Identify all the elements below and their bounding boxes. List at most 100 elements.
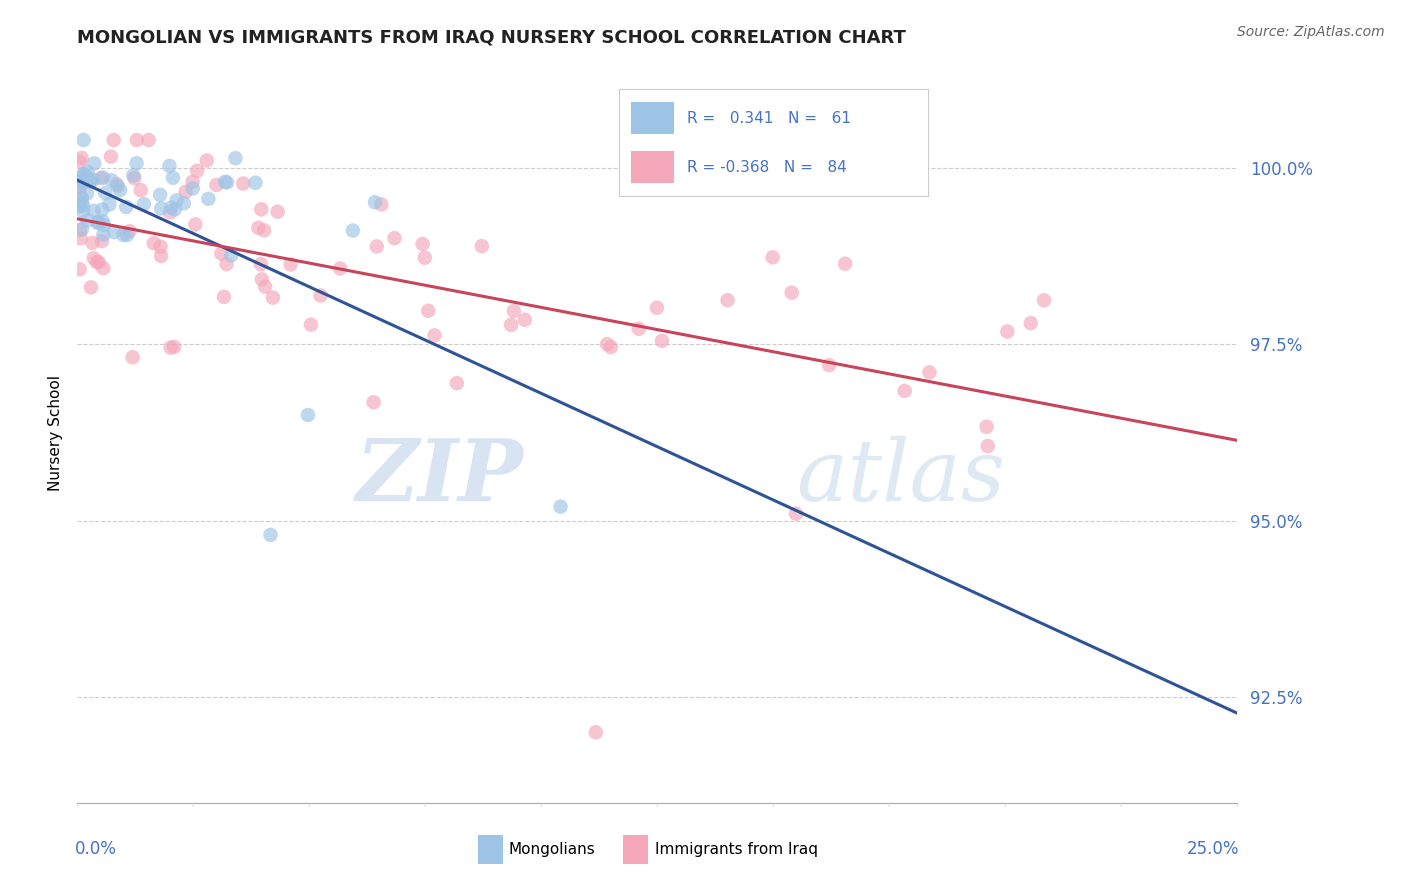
Point (69, 223, 91, 237)
Point (596, 337, 619, 351)
Point (69, 176, 91, 190)
Y-axis label: Nursery School: Nursery School (48, 375, 63, 491)
Point (159, 159, 181, 173)
Point (370, 197, 392, 211)
Point (72, 133, 94, 147)
Point (918, 365, 941, 379)
Point (69, 181, 91, 195)
Point (253, 223, 276, 237)
Text: Source: ZipAtlas.com: Source: ZipAtlas.com (1237, 25, 1385, 39)
Text: ZIP: ZIP (356, 435, 524, 519)
Point (91, 170, 114, 185)
Point (197, 192, 219, 206)
Point (209, 246, 232, 260)
Point (262, 291, 284, 305)
Bar (623, 836, 648, 863)
Point (366, 239, 388, 253)
Point (118, 224, 141, 238)
Text: atlas: atlas (796, 435, 1005, 518)
Point (125, 133, 148, 147)
Point (627, 322, 650, 336)
Point (716, 293, 738, 308)
Point (122, 169, 145, 183)
Point (91, 202, 114, 217)
Point (893, 384, 915, 398)
Text: 25.0%: 25.0% (1187, 840, 1240, 858)
Point (150, 202, 173, 216)
Point (232, 177, 254, 191)
Point (70, 196, 93, 211)
Point (174, 185, 197, 199)
Point (181, 181, 204, 195)
Point (98, 197, 121, 211)
Point (69, 262, 91, 277)
Point (72, 198, 94, 212)
Point (108, 183, 131, 197)
Point (132, 197, 155, 211)
Point (212, 290, 235, 304)
Point (76, 164, 98, 178)
Point (93, 218, 115, 232)
Point (195, 153, 218, 168)
Point (115, 200, 138, 214)
Point (83, 156, 105, 170)
Point (342, 223, 364, 237)
Point (86, 255, 108, 269)
Point (103, 133, 125, 147)
Point (217, 176, 239, 190)
Point (69, 154, 91, 169)
Point (266, 204, 288, 219)
Point (834, 257, 856, 271)
Point (550, 500, 572, 514)
Point (125, 156, 148, 170)
Point (513, 312, 536, 326)
Point (72, 169, 94, 183)
Bar (478, 836, 503, 863)
Point (70, 190, 93, 204)
Point (86, 216, 108, 230)
Point (250, 257, 273, 271)
Point (412, 237, 434, 252)
Point (163, 340, 186, 354)
Point (82, 173, 104, 187)
Point (72, 204, 94, 219)
Point (79, 174, 101, 188)
Point (94, 186, 117, 200)
Text: MONGOLIAN VS IMMIGRANTS FROM IRAQ NURSERY SCHOOL CORRELATION CHART: MONGOLIAN VS IMMIGRANTS FROM IRAQ NURSER… (77, 29, 907, 47)
Point (471, 239, 494, 253)
Point (69, 180, 91, 194)
Point (79, 174, 101, 188)
Point (150, 249, 173, 263)
Point (173, 196, 195, 211)
Text: R =   0.341   N =   61: R = 0.341 N = 61 (686, 111, 851, 126)
Point (221, 248, 243, 262)
Point (149, 187, 172, 202)
Point (138, 133, 160, 147)
Point (91, 261, 114, 276)
Bar (631, 102, 675, 134)
Point (418, 303, 440, 318)
Point (280, 257, 302, 271)
Point (205, 178, 228, 192)
Point (159, 205, 181, 219)
Text: Immigrants from Iraq: Immigrants from Iraq (655, 842, 818, 857)
Point (160, 201, 183, 215)
Point (259, 528, 281, 542)
Point (76, 186, 98, 201)
Point (103, 225, 125, 239)
Point (184, 218, 207, 232)
Point (181, 175, 204, 189)
Text: R = -0.368   N =   84: R = -0.368 N = 84 (686, 160, 846, 175)
Point (224, 151, 246, 165)
Point (87, 215, 110, 229)
Point (121, 351, 143, 365)
Point (149, 239, 172, 253)
Point (364, 195, 387, 210)
Point (762, 250, 785, 264)
Point (129, 183, 152, 197)
Point (69, 172, 91, 186)
Point (87, 255, 110, 269)
Point (93, 227, 115, 242)
Point (309, 288, 332, 302)
Point (76, 169, 98, 184)
